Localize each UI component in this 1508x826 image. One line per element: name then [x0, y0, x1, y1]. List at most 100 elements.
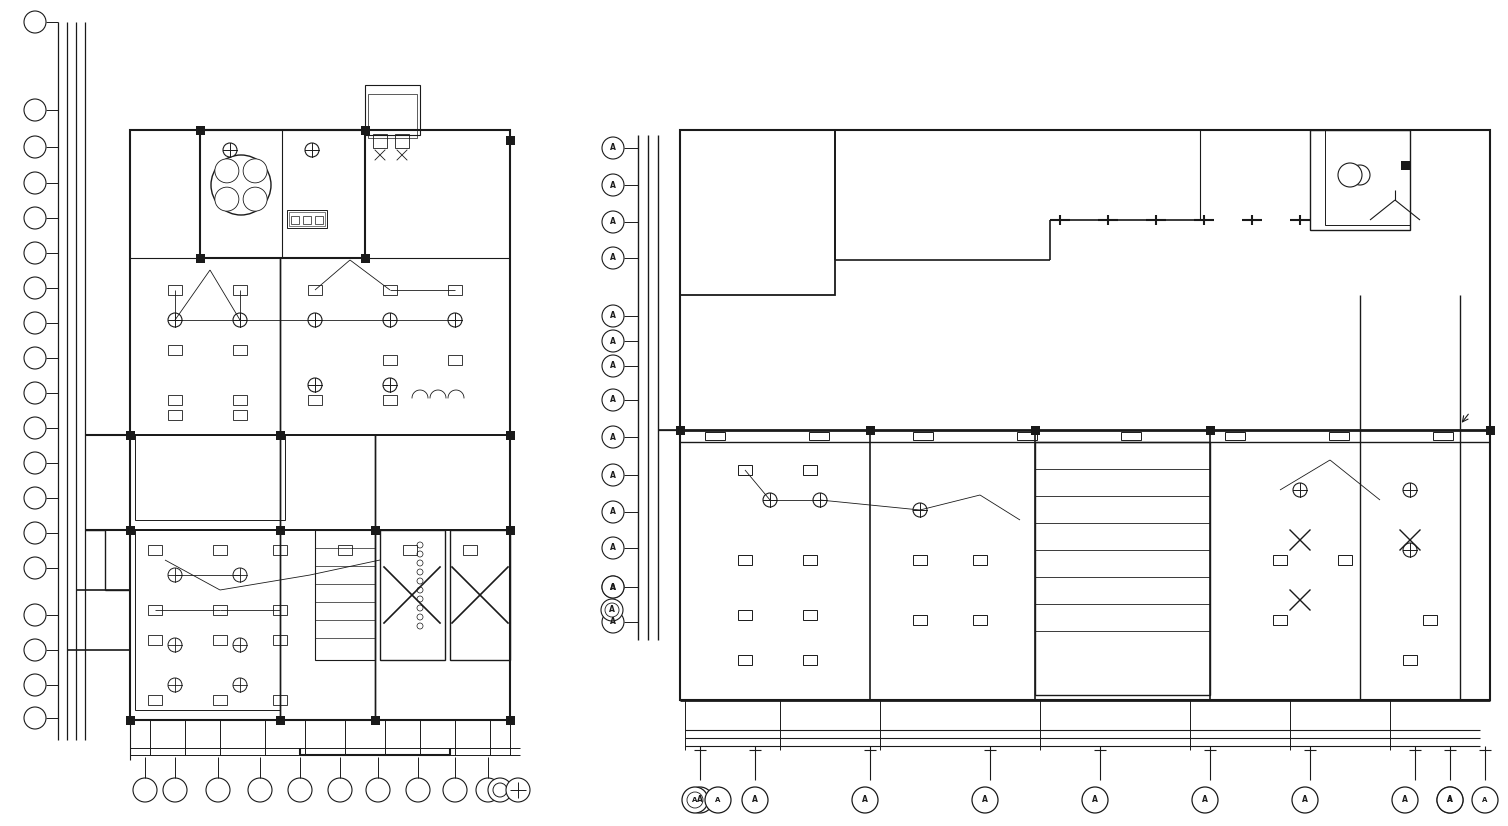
- Text: A: A: [697, 795, 703, 805]
- Circle shape: [1292, 787, 1318, 813]
- Circle shape: [288, 778, 312, 802]
- Bar: [273, 605, 287, 615]
- Bar: [303, 216, 311, 224]
- Bar: [383, 395, 397, 405]
- Circle shape: [24, 99, 47, 121]
- Bar: [973, 555, 988, 565]
- Bar: [136, 530, 280, 710]
- Bar: [1205, 425, 1214, 434]
- Text: A: A: [611, 336, 615, 345]
- Circle shape: [329, 778, 351, 802]
- Circle shape: [602, 576, 624, 598]
- Text: A: A: [692, 797, 698, 803]
- Bar: [148, 545, 161, 555]
- Circle shape: [24, 172, 47, 194]
- Bar: [973, 615, 988, 625]
- Circle shape: [448, 313, 461, 327]
- Circle shape: [763, 493, 777, 507]
- Text: A: A: [611, 582, 615, 591]
- Bar: [290, 212, 326, 226]
- Circle shape: [912, 503, 927, 517]
- Bar: [866, 425, 875, 434]
- Circle shape: [602, 174, 624, 196]
- Text: A: A: [863, 795, 869, 805]
- Bar: [808, 432, 829, 440]
- Circle shape: [133, 778, 157, 802]
- Circle shape: [418, 560, 424, 566]
- Bar: [1310, 130, 1410, 230]
- Bar: [737, 610, 752, 620]
- Circle shape: [418, 614, 424, 620]
- Bar: [802, 610, 817, 620]
- Circle shape: [418, 578, 424, 584]
- Circle shape: [24, 557, 47, 579]
- Circle shape: [602, 137, 624, 159]
- Bar: [403, 545, 418, 555]
- Circle shape: [243, 188, 267, 211]
- Bar: [234, 285, 247, 295]
- Circle shape: [1392, 787, 1418, 813]
- Circle shape: [418, 623, 424, 629]
- Bar: [448, 285, 461, 295]
- Text: A: A: [1202, 795, 1208, 805]
- Circle shape: [602, 537, 624, 559]
- Bar: [196, 126, 205, 135]
- Circle shape: [24, 11, 47, 33]
- Bar: [383, 285, 397, 295]
- Circle shape: [234, 568, 247, 582]
- Circle shape: [602, 330, 624, 352]
- Bar: [213, 605, 228, 615]
- Bar: [448, 355, 461, 365]
- Bar: [372, 134, 388, 148]
- Bar: [273, 695, 287, 705]
- Bar: [308, 285, 323, 295]
- Circle shape: [742, 787, 768, 813]
- Circle shape: [1437, 787, 1463, 813]
- Bar: [130, 130, 510, 720]
- Bar: [148, 635, 161, 645]
- Circle shape: [1437, 787, 1463, 813]
- Circle shape: [366, 778, 391, 802]
- Bar: [291, 216, 299, 224]
- Bar: [737, 655, 752, 665]
- Circle shape: [602, 247, 624, 269]
- Circle shape: [24, 417, 47, 439]
- Circle shape: [207, 778, 231, 802]
- Circle shape: [1472, 787, 1497, 813]
- Bar: [1485, 425, 1494, 434]
- Bar: [912, 615, 927, 625]
- Circle shape: [418, 542, 424, 548]
- Bar: [371, 715, 380, 724]
- Bar: [505, 715, 514, 724]
- Circle shape: [243, 159, 267, 183]
- Circle shape: [1191, 787, 1218, 813]
- Circle shape: [24, 604, 47, 626]
- Circle shape: [602, 599, 623, 621]
- Circle shape: [308, 313, 323, 327]
- Text: A: A: [611, 254, 615, 263]
- Text: A: A: [611, 144, 615, 153]
- Bar: [1402, 655, 1418, 665]
- Circle shape: [1083, 787, 1108, 813]
- Circle shape: [406, 778, 430, 802]
- Bar: [125, 430, 134, 439]
- Circle shape: [813, 493, 826, 507]
- Circle shape: [706, 787, 731, 813]
- Text: A: A: [611, 507, 615, 516]
- Bar: [368, 94, 418, 138]
- Bar: [912, 555, 927, 565]
- Circle shape: [852, 787, 878, 813]
- Circle shape: [688, 787, 713, 813]
- Bar: [1273, 555, 1286, 565]
- Circle shape: [24, 522, 47, 544]
- Bar: [1326, 130, 1410, 225]
- Circle shape: [234, 678, 247, 692]
- Circle shape: [167, 678, 182, 692]
- Bar: [201, 130, 365, 258]
- Circle shape: [602, 576, 624, 598]
- Text: A: A: [752, 795, 759, 805]
- Circle shape: [602, 389, 624, 411]
- Circle shape: [493, 783, 507, 797]
- Bar: [1401, 160, 1410, 169]
- Circle shape: [167, 313, 182, 327]
